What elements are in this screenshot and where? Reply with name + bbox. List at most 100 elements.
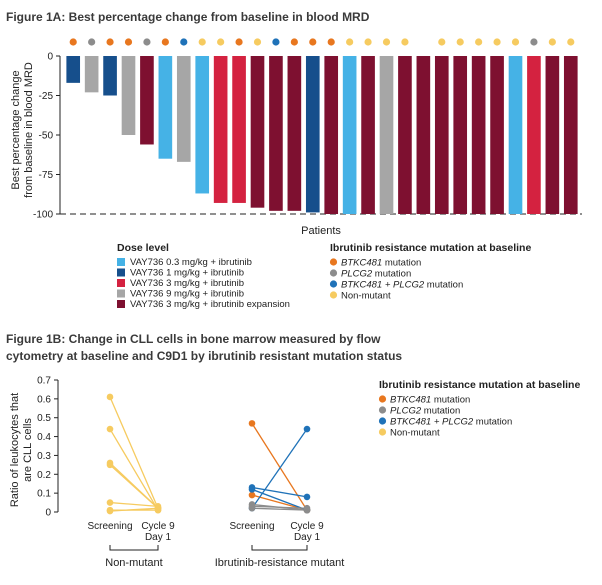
- figure-1b-ylabel-line2: are CLL cells: [22, 418, 34, 482]
- x-tick-label: Cycle 9: [290, 521, 324, 532]
- mutation-legend-label: PLCG2 mutation: [341, 269, 411, 280]
- y-tick-label: 0: [47, 52, 53, 63]
- point-cycle9: [303, 504, 311, 512]
- figure-1b-legend-title: Ibrutinib resistance mutation at baselin…: [379, 379, 580, 391]
- y-tick-label: 0.2: [37, 470, 51, 481]
- mutation-legend-label: BTKC481 mutation: [341, 258, 421, 269]
- bar: [453, 56, 468, 214]
- mutation-legend-suffix: mutation: [431, 395, 470, 406]
- bar: [361, 56, 375, 214]
- point-screening: [248, 503, 256, 510]
- series-line: [251, 486, 308, 498]
- mutation-legend-label: Non-mutant: [390, 428, 440, 439]
- series-line: [109, 396, 159, 509]
- y-tick-label: 0.4: [37, 432, 51, 443]
- y-tick-label: -100: [33, 210, 53, 221]
- mutation-legend-suffix: Non-mutant: [390, 428, 440, 439]
- bar: [213, 56, 228, 203]
- point-screening: [248, 420, 256, 427]
- mutation-dot: [530, 38, 538, 46]
- mutation-dot: [364, 38, 372, 46]
- dose-legend-label: VAY736 3 mg/kg + ibrutinib expansion: [130, 299, 290, 310]
- mutation-legend-gene: PLCG2: [390, 406, 422, 417]
- bar: [232, 56, 246, 203]
- mutation-legend-suffix: mutation: [372, 269, 411, 280]
- mutation-legend-label: BTKC481 + PLCG2 mutation: [341, 280, 463, 291]
- bar: [527, 56, 541, 214]
- mutation-dot: [290, 38, 298, 46]
- mutation-dot: [567, 38, 575, 46]
- mutation-dot: [124, 38, 133, 46]
- bar: [508, 56, 523, 214]
- series-line: [109, 507, 159, 512]
- dose-legend-swatch: [117, 279, 125, 287]
- bar: [563, 56, 578, 214]
- y-tick-label: 0.1: [37, 489, 51, 500]
- x-tick-label: Screening: [229, 521, 274, 532]
- mutation-dot: [217, 38, 225, 46]
- mutation-dot: [309, 38, 317, 46]
- dose-legend-swatch: [117, 268, 125, 277]
- x-tick-label-line2: Day 1: [145, 532, 172, 543]
- mutation-legend-label: Non-mutant: [341, 291, 391, 302]
- mutation-legend-gene: BTKC481 + PLCG2: [390, 417, 474, 428]
- point-screening: [248, 486, 256, 493]
- mutation-legend-suffix: Non-mutant: [341, 291, 391, 302]
- mutation-legend-dot: [329, 280, 338, 288]
- mutation-dot: [106, 38, 114, 46]
- bar: [434, 56, 449, 214]
- figure-1b-title-line2: cytometry at baseline and C9D1 by ibruti…: [6, 349, 402, 363]
- mutation-dot: [493, 38, 501, 46]
- series-line: [109, 464, 159, 509]
- bar: [176, 56, 191, 162]
- mutation-legend-dot: [378, 395, 387, 403]
- mutation-dot: [438, 38, 446, 46]
- dose-legend-label: VAY736 1 mg/kg + ibrutinib: [130, 268, 244, 279]
- series-line: [251, 428, 308, 509]
- group-bracket: [251, 545, 308, 551]
- point-cycle9: [303, 425, 311, 433]
- mutation-dot: [327, 38, 335, 46]
- bar: [140, 56, 154, 145]
- series-line: [251, 505, 308, 509]
- mutation-dot: [235, 38, 243, 46]
- figure-1a-title: Figure 1A: Best percentage change from b…: [6, 10, 370, 24]
- bar: [103, 56, 117, 96]
- dose-legend-label: VAY736 0.3 mg/kg + ibrutinib: [130, 257, 252, 268]
- mutation-legend-dot: [378, 417, 387, 425]
- mutation-dot: [143, 38, 151, 46]
- mutation-legend-label: BTKC481 + PLCG2 mutation: [390, 417, 512, 428]
- bar: [121, 56, 136, 135]
- mutation-dot: [88, 38, 96, 46]
- mutation-legend-suffix: mutation: [382, 258, 421, 269]
- mutation-legend-dot: [378, 406, 387, 414]
- group-bracket: [109, 545, 159, 551]
- bar: [398, 56, 412, 214]
- dose-legend-swatch: [117, 289, 125, 298]
- series-line: [109, 501, 159, 507]
- series-line: [251, 488, 308, 511]
- y-tick-label: 0: [45, 508, 51, 519]
- mutation-legend-gene: BTKC481 + PLCG2: [341, 280, 425, 291]
- bar: [305, 56, 320, 213]
- bar: [342, 56, 357, 214]
- dose-legend-swatch: [117, 300, 125, 308]
- dose-legend-label: VAY736 9 mg/kg + ibrutinib: [130, 289, 244, 300]
- point-screening: [248, 491, 256, 499]
- mutation-legend-dot: [378, 428, 387, 436]
- x-tick-label: Screening: [87, 521, 132, 532]
- mutation-dot: [161, 38, 169, 46]
- bar: [379, 56, 394, 214]
- dose-legend-swatch: [117, 258, 125, 266]
- figure-1a-ylabel-line1: Best percentage change: [10, 70, 22, 189]
- bar: [490, 56, 504, 214]
- mutation-legend-label: BTKC481 mutation: [390, 395, 470, 406]
- mutation-legend-dot: [329, 269, 338, 277]
- x-tick-label: Cycle 9: [141, 521, 175, 532]
- y-tick-label: 0.5: [37, 413, 51, 424]
- bar: [269, 56, 283, 211]
- group-label: Non-mutant: [105, 557, 162, 569]
- y-tick-label: 0.6: [37, 394, 51, 405]
- figure-1b-ylabel-line1: Ratio of leukocytes that: [9, 393, 21, 507]
